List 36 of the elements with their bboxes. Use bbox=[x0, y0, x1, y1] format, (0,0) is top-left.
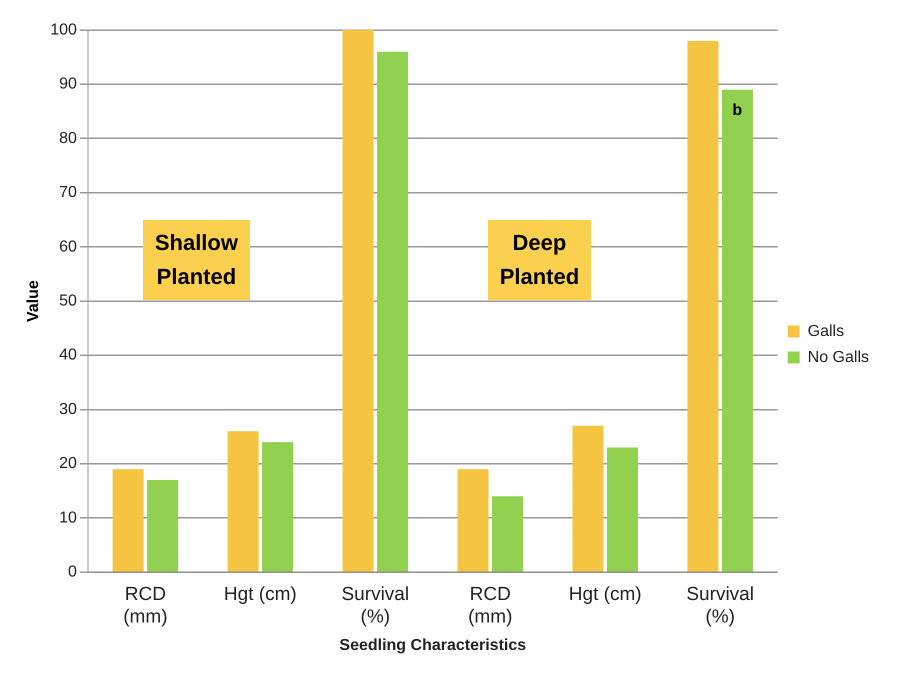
legend-label: No Galls bbox=[808, 348, 870, 366]
y-tick-label: 0 bbox=[68, 564, 77, 581]
y-axis-title: Value bbox=[25, 280, 42, 322]
y-tick-label: 20 bbox=[59, 455, 77, 472]
bar bbox=[147, 480, 178, 572]
bar bbox=[606, 447, 638, 572]
legend-label: Galls bbox=[808, 322, 844, 340]
x-tick-label: Survival (%) bbox=[342, 584, 410, 628]
annotation: b bbox=[732, 102, 742, 120]
y-tick-label: 60 bbox=[59, 238, 77, 256]
x-tick-label: Hgt (cm) bbox=[224, 584, 297, 605]
y-tick-label: 70 bbox=[59, 184, 77, 202]
y-tick-label: 10 bbox=[59, 509, 77, 526]
y-tick-label: 50 bbox=[59, 292, 77, 310]
bar bbox=[342, 30, 374, 572]
bar bbox=[687, 40, 718, 572]
bar bbox=[228, 431, 259, 572]
x-tick-label: Hgt (cm) bbox=[568, 584, 642, 605]
bar bbox=[492, 496, 524, 572]
y-tick-label: 100 bbox=[50, 21, 77, 38]
x-tick-label: RCD (mm) bbox=[468, 584, 512, 628]
bar bbox=[572, 426, 604, 572]
bar bbox=[377, 52, 408, 572]
x-tick-label: RCD (mm) bbox=[123, 584, 168, 628]
y-tick-label: 40 bbox=[59, 346, 77, 364]
bar bbox=[262, 442, 294, 572]
bar bbox=[457, 469, 489, 572]
annotation: Shallow Planted bbox=[142, 220, 250, 300]
bar bbox=[112, 469, 144, 572]
y-tick-label: 80 bbox=[59, 130, 77, 147]
x-tick-label: Survival (%) bbox=[686, 584, 754, 628]
y-tick-label: 90 bbox=[59, 76, 77, 93]
bar bbox=[722, 90, 753, 572]
y-tick-label: 30 bbox=[59, 400, 77, 418]
annotation: Deep Planted bbox=[488, 220, 592, 300]
x-axis-title: Seedling Characteristics bbox=[339, 636, 526, 654]
